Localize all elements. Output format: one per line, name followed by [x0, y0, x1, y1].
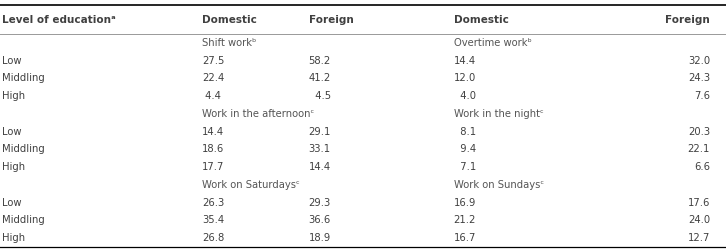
Text: 29.1: 29.1 [309, 127, 331, 137]
Text: High: High [2, 91, 25, 101]
Text: High: High [2, 162, 25, 172]
Text: 32.0: 32.0 [688, 56, 710, 66]
Text: Level of educationᵃ: Level of educationᵃ [2, 15, 116, 25]
Text: 12.0: 12.0 [454, 73, 476, 83]
Text: Work in the nightᶜ: Work in the nightᶜ [454, 109, 544, 119]
Text: 4.0: 4.0 [454, 91, 476, 101]
Text: 14.4: 14.4 [309, 162, 330, 172]
Text: 22.4: 22.4 [202, 73, 224, 83]
Text: 21.2: 21.2 [454, 215, 476, 225]
Text: 24.0: 24.0 [688, 215, 710, 225]
Text: 26.3: 26.3 [202, 198, 224, 208]
Text: 14.4: 14.4 [202, 127, 224, 137]
Text: 24.3: 24.3 [688, 73, 710, 83]
Text: Work on Saturdaysᶜ: Work on Saturdaysᶜ [202, 180, 300, 190]
Text: 29.3: 29.3 [309, 198, 331, 208]
Text: 27.5: 27.5 [202, 56, 224, 66]
Text: Domestic: Domestic [454, 15, 509, 25]
Text: High: High [2, 233, 25, 243]
Text: 35.4: 35.4 [202, 215, 224, 225]
Text: 18.6: 18.6 [202, 144, 224, 154]
Text: 7.6: 7.6 [694, 91, 710, 101]
Text: 20.3: 20.3 [688, 127, 710, 137]
Text: 41.2: 41.2 [309, 73, 331, 83]
Text: 17.7: 17.7 [202, 162, 224, 172]
Text: 16.9: 16.9 [454, 198, 476, 208]
Text: Middling: Middling [2, 144, 45, 154]
Text: Shift workᵇ: Shift workᵇ [202, 38, 256, 48]
Text: 6.6: 6.6 [694, 162, 710, 172]
Text: 33.1: 33.1 [309, 144, 330, 154]
Text: 58.2: 58.2 [309, 56, 331, 66]
Text: 7.1: 7.1 [454, 162, 476, 172]
Text: Work in the afternoonᶜ: Work in the afternoonᶜ [202, 109, 314, 119]
Text: 4.5: 4.5 [309, 91, 330, 101]
Text: Middling: Middling [2, 73, 45, 83]
Text: Low: Low [2, 127, 22, 137]
Text: 18.9: 18.9 [309, 233, 331, 243]
Text: 8.1: 8.1 [454, 127, 476, 137]
Text: 22.1: 22.1 [688, 144, 710, 154]
Text: 9.4: 9.4 [454, 144, 476, 154]
Text: Middling: Middling [2, 215, 45, 225]
Text: 12.7: 12.7 [688, 233, 710, 243]
Text: Work on Sundaysᶜ: Work on Sundaysᶜ [454, 180, 544, 190]
Text: 16.7: 16.7 [454, 233, 476, 243]
Text: 26.8: 26.8 [202, 233, 224, 243]
Text: 14.4: 14.4 [454, 56, 476, 66]
Text: Low: Low [2, 198, 22, 208]
Text: Overtime workᵇ: Overtime workᵇ [454, 38, 531, 48]
Text: Domestic: Domestic [202, 15, 257, 25]
Text: 17.6: 17.6 [688, 198, 710, 208]
Text: 4.4: 4.4 [202, 91, 221, 101]
Text: Foreign: Foreign [309, 15, 354, 25]
Text: Low: Low [2, 56, 22, 66]
Text: Foreign: Foreign [665, 15, 710, 25]
Text: 36.6: 36.6 [309, 215, 331, 225]
